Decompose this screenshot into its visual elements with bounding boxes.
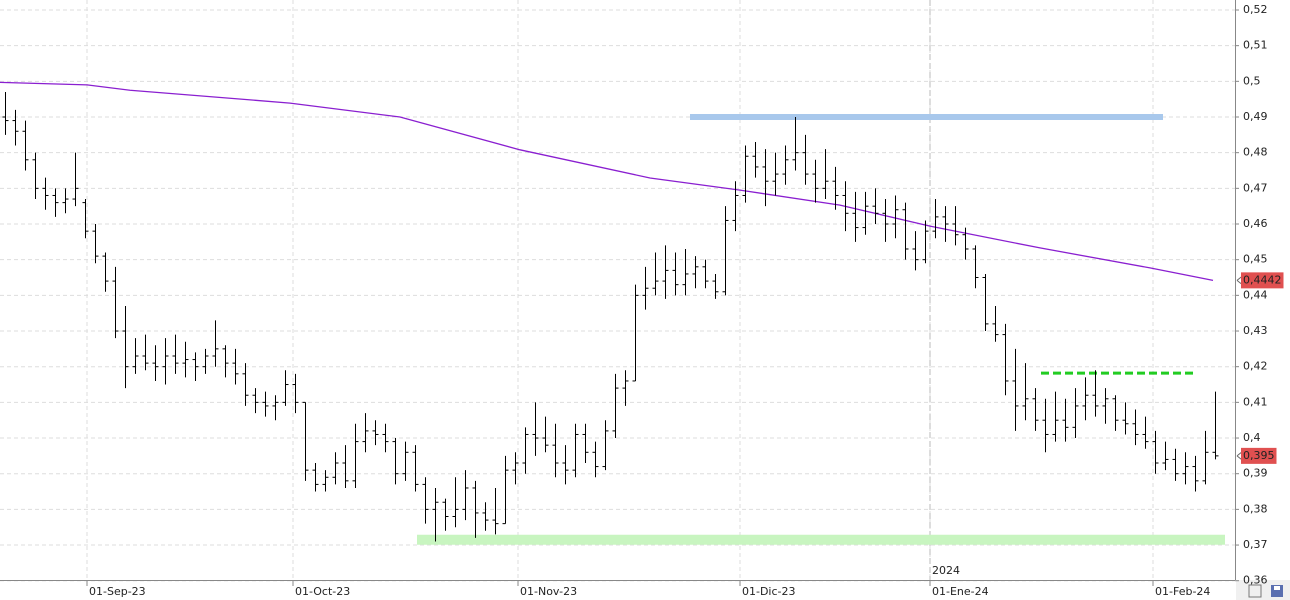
x-tick-label: 01-Feb-24 [1155, 585, 1210, 598]
y-tick-label: 0,49 [1243, 110, 1268, 123]
price-label: 0,4442 [1243, 273, 1282, 286]
y-tick-label: 0,52 [1243, 3, 1268, 16]
x-tick-label: 01-Oct-23 [295, 585, 350, 598]
y-tick-label: 0,36 [1243, 574, 1268, 587]
y-tick-label: 0,47 [1243, 181, 1268, 194]
moving-average [0, 81, 1214, 282]
save-icon-detail [1274, 586, 1280, 590]
y-tick-label: 0,37 [1243, 538, 1268, 551]
price-label-box [1241, 447, 1277, 464]
x-tick-label: 01-Nov-23 [520, 585, 577, 598]
price-label: 0,395 [1243, 449, 1275, 462]
y-tick-label: 0,45 [1243, 253, 1268, 266]
x-tick-label: 01-Sep-23 [89, 585, 146, 598]
y-tick-label: 0,43 [1243, 324, 1268, 337]
price-label-box [1241, 272, 1284, 289]
y-tick-label: 0,41 [1243, 395, 1268, 408]
y-tick-label: 0,48 [1243, 146, 1268, 159]
y-tick-label: 0,51 [1243, 39, 1268, 52]
x-tick-label: 01-Ene-24 [932, 585, 989, 598]
y-tick-label: 0,5 [1243, 74, 1261, 87]
year-label: 2024 [932, 564, 960, 577]
y-tick-label: 0,42 [1243, 360, 1268, 373]
settings-icon[interactable] [1248, 584, 1262, 598]
y-tick-label: 0,46 [1243, 217, 1268, 230]
plot [0, 0, 1235, 582]
y-tick-label: 0,4 [1243, 431, 1261, 444]
y-tick-label: 0,39 [1243, 467, 1268, 480]
y-tick-label: 0,38 [1243, 502, 1268, 515]
x-tick-label: 01-Dic-23 [742, 585, 796, 598]
y-tick-label: 0,44 [1243, 288, 1268, 301]
